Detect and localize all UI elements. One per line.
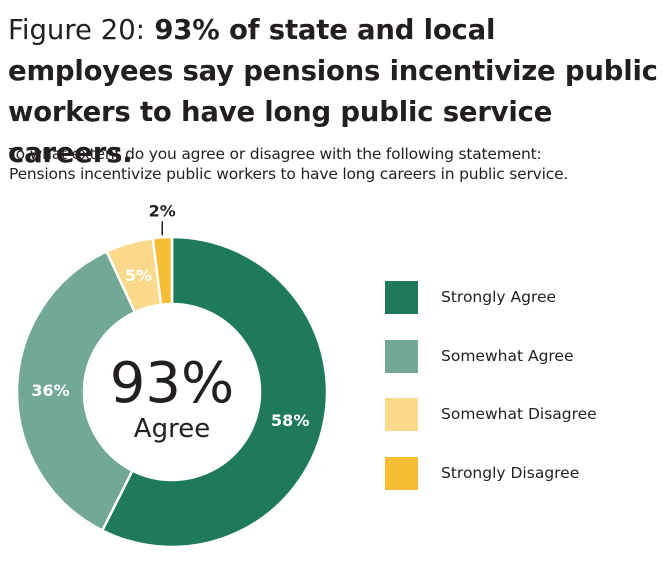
slice-value-label: 2%: [149, 201, 176, 220]
chart-title: Figure 20: 93% of state and local employ…: [8, 10, 658, 174]
legend-label: Somewhat Disagree: [441, 405, 597, 423]
slice-strongly-disagree: [151, 235, 174, 307]
slice-value-label: 36%: [31, 381, 69, 400]
question-line-2: Pensions incentivize public workers to h…: [9, 165, 569, 183]
center-value: 93%: [110, 351, 234, 416]
legend-swatch: [385, 340, 418, 373]
legend-swatch: [385, 398, 418, 431]
question-text: To what extent do you agree or disagree …: [9, 144, 659, 184]
title-prefix: Figure 20:: [8, 14, 145, 46]
slice-value-label: 58%: [271, 411, 309, 430]
legend-swatch: [385, 457, 418, 490]
legend-item-strongly-agree: Strongly Agree: [385, 281, 645, 315]
slice-somewhat-agree: [15, 249, 137, 533]
slice-strongly-agree: [100, 235, 329, 549]
legend-swatch: [385, 281, 418, 314]
legend-item-somewhat-agree: Somewhat Agree: [385, 340, 645, 374]
slice-value-label: 5%: [125, 266, 152, 285]
center-label: Agree: [134, 414, 210, 444]
title-main: 93% of state and local employees say pen…: [8, 14, 658, 169]
legend-label: Somewhat Agree: [441, 347, 574, 365]
legend-item-somewhat-disagree: Somewhat Disagree: [385, 398, 645, 432]
legend-item-strongly-disagree: Strongly Disagree: [385, 457, 645, 491]
question-line-1: To what extent do you agree or disagree …: [9, 145, 542, 163]
legend-label: Strongly Disagree: [441, 464, 580, 482]
legend-label: Strongly Agree: [441, 288, 557, 306]
